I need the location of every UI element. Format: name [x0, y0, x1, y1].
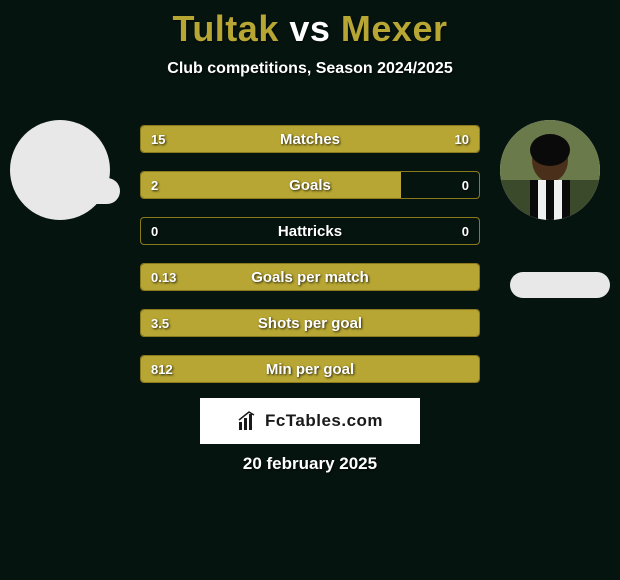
stat-row: 812 Min per goal — [140, 355, 480, 383]
player2-avatar-image — [500, 120, 600, 220]
player2-avatar — [500, 120, 600, 220]
stat-value-right: 0 — [462, 218, 469, 244]
stat-label: Matches — [141, 126, 479, 152]
player1-name: Tultak — [173, 8, 279, 49]
branding-text: FcTables.com — [265, 411, 383, 431]
comparison-title: Tultak vs Mexer — [0, 0, 620, 50]
stat-row: 2 Goals 0 — [140, 171, 480, 199]
stats-bars: 15 Matches 10 2 Goals 0 0 Hattricks 0 0.… — [140, 125, 480, 401]
stat-label: Shots per goal — [141, 310, 479, 336]
stat-row: 0 Hattricks 0 — [140, 217, 480, 245]
subtitle: Club competitions, Season 2024/2025 — [0, 60, 620, 78]
stat-label: Goals — [141, 172, 479, 198]
stat-label: Min per goal — [141, 356, 479, 382]
stat-label: Goals per match — [141, 264, 479, 290]
player2-name: Mexer — [341, 8, 448, 49]
stat-value-right: 10 — [455, 126, 469, 152]
stat-label: Hattricks — [141, 218, 479, 244]
player2-team-pill — [510, 272, 610, 298]
player1-avatar — [10, 120, 110, 220]
vs-text: vs — [289, 8, 330, 49]
stat-row: 15 Matches 10 — [140, 125, 480, 153]
branding-badge: FcTables.com — [200, 398, 420, 444]
date-text: 20 february 2025 — [0, 454, 620, 474]
stat-row: 3.5 Shots per goal — [140, 309, 480, 337]
branding-chart-icon — [237, 410, 259, 432]
player1-team-pill — [20, 178, 120, 204]
stat-value-right: 0 — [462, 172, 469, 198]
stat-row: 0.13 Goals per match — [140, 263, 480, 291]
